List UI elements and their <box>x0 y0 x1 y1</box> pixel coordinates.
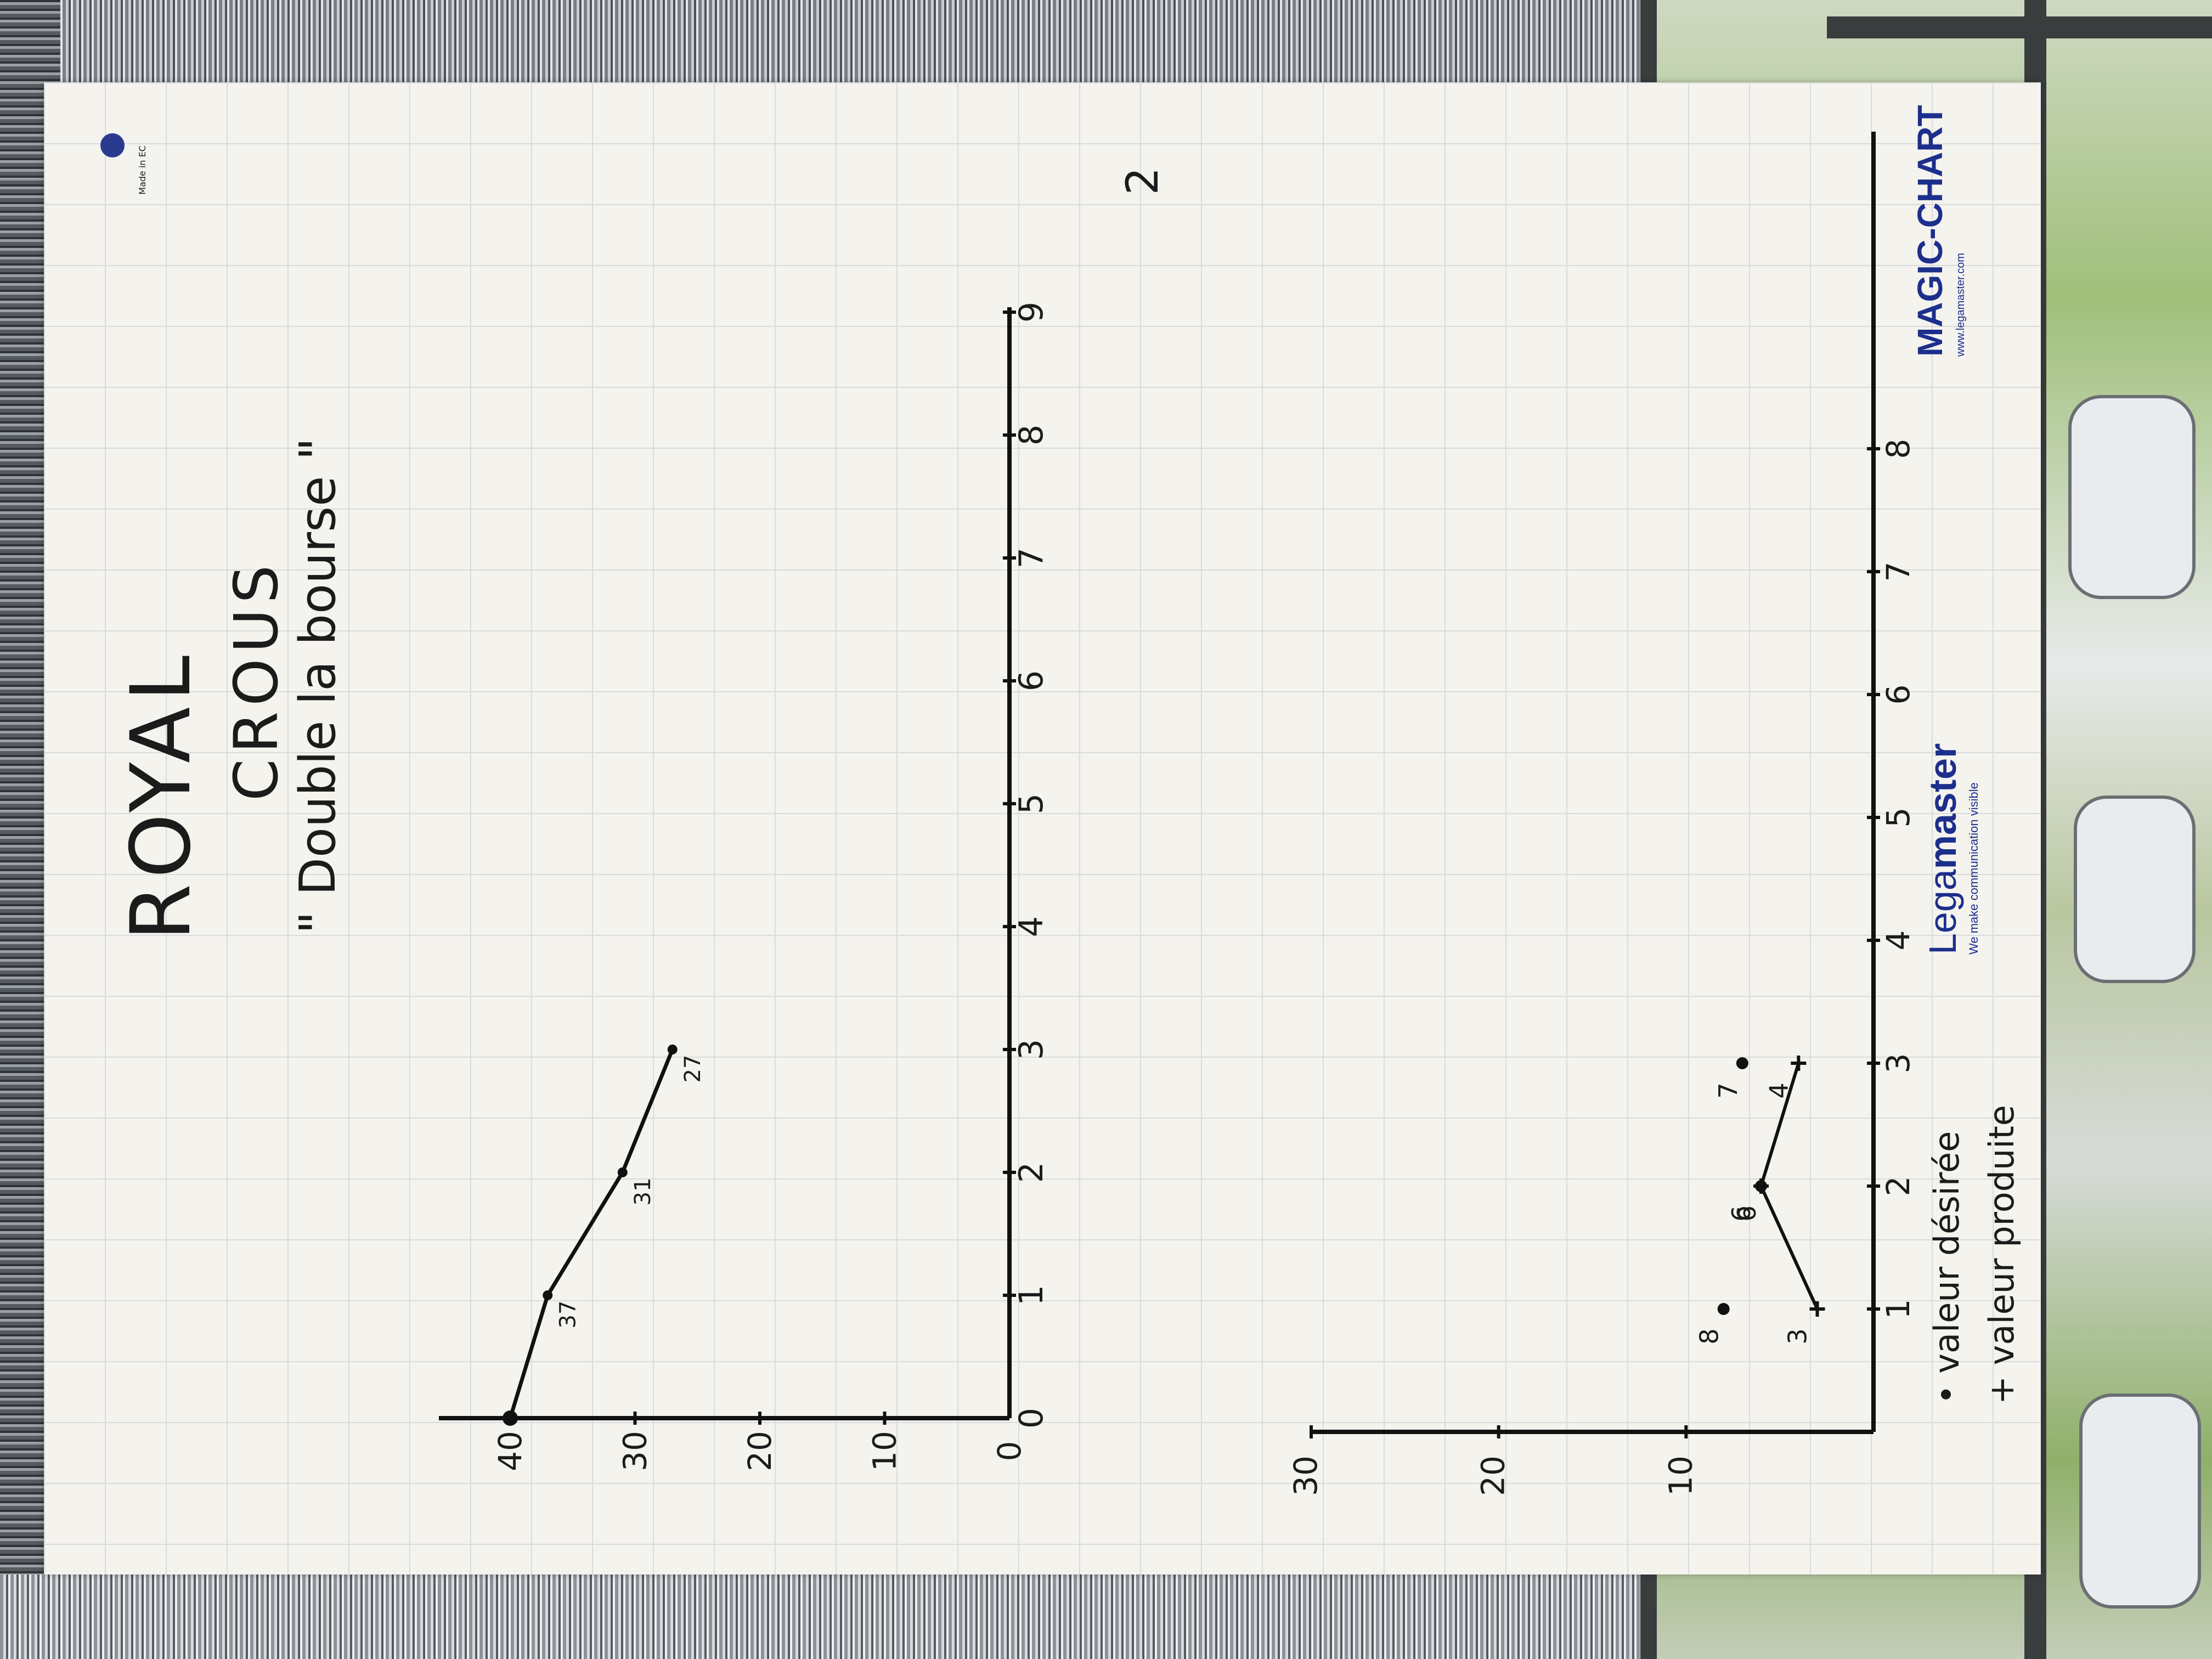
chart2-x-ticks: 1 2 3 4 5 6 7 8 <box>1867 439 1917 1319</box>
sheet-number: 2 <box>1117 167 1168 195</box>
parked-car <box>2068 395 2196 599</box>
chart1-x-tick-label: 6 <box>1012 670 1051 691</box>
subtitle: " Double la bourse " <box>289 438 347 934</box>
chart1-y-tick-label: 30 <box>617 1431 654 1471</box>
chart2-x-tick-label: 3 <box>1880 1053 1917 1074</box>
chart2-x-tick-label: 2 <box>1880 1176 1917 1197</box>
chart2-desired-label: 6 <box>1732 1205 1762 1221</box>
chart2-produced-point <box>1753 1178 1769 1194</box>
chart1-point <box>543 1290 553 1300</box>
chart1-x-tick-label: 8 <box>1012 425 1051 445</box>
chart2-produced-label: 4 <box>1764 1082 1793 1098</box>
title-crous: CROUS <box>221 560 291 801</box>
chart2-produced-line <box>1759 1063 1819 1310</box>
legend-produced: + valeur produite <box>1982 1105 2022 1404</box>
chart2-produced-point <box>1809 1301 1825 1317</box>
chart2-x-tick-label: 8 <box>1880 439 1917 459</box>
brand-logo: Legamaster We make communication visible… <box>1910 105 1980 955</box>
flipchart-sheet <box>44 82 2041 1575</box>
chart1-x-tick-label: 2 <box>1012 1162 1051 1183</box>
chart2-series: 8 6 7 3 6 4 <box>1695 1056 1825 1345</box>
parked-car <box>2079 1393 2201 1609</box>
window-blind-bottom <box>0 1575 1646 1659</box>
chart1-x-tick-label: 1 <box>1012 1285 1051 1306</box>
chart1-point <box>667 1045 678 1054</box>
made-in-text: Made in EC <box>137 145 148 195</box>
legend-desired: • valeur désirée <box>1927 1131 1967 1404</box>
chart2-desired-label: 8 <box>1695 1328 1724 1344</box>
chart2-desired-point <box>1717 1303 1730 1315</box>
chart1-data-label: 31 <box>630 1178 656 1206</box>
chart2-y-ticks: 10 20 30 <box>1287 1425 1699 1496</box>
chart2-y-tick-label: 30 <box>1287 1455 1324 1496</box>
window-blind-top <box>0 0 1646 93</box>
brand-url: www.legamaster.com <box>1955 253 1967 357</box>
chart2-produced-label: 3 <box>1783 1328 1813 1344</box>
chart1-y-tick-label: 0 <box>991 1441 1028 1462</box>
brand-tagline: We make communication visible <box>1967 782 1980 955</box>
chart2-y-tick-label: 20 <box>1475 1455 1512 1496</box>
chart1-point <box>503 1410 518 1426</box>
chart1-y-ticks: 0 10 20 30 40 <box>492 1412 1028 1471</box>
sheet-logo-icon <box>100 133 125 157</box>
chart1-y-tick-label: 10 <box>866 1431 904 1471</box>
chart1-x-tick-label: 0 <box>1012 1408 1051 1429</box>
chart1-y-tick-label: 40 <box>492 1431 529 1471</box>
chart1-line <box>508 1048 674 1419</box>
chart2-y-tick-label: 10 <box>1662 1455 1699 1496</box>
chart1-data-label: 27 <box>680 1055 706 1083</box>
svg-text:Legamaster: Legamaster <box>1921 743 1964 955</box>
parked-car <box>2074 795 2196 983</box>
brand-prefix: Lega <box>1921 869 1964 955</box>
title-royal: ROYAL <box>114 650 209 941</box>
chart1-data-label: 37 <box>555 1301 580 1329</box>
chart1-point <box>617 1167 628 1177</box>
chart2-x-tick-label: 7 <box>1880 562 1917 582</box>
chart2-produced-point <box>1791 1056 1807 1071</box>
brand-suffix: master <box>1921 743 1964 870</box>
chart2-x-tick-label: 6 <box>1880 685 1917 705</box>
chart2-axes <box>1311 132 1876 1434</box>
window-frame-top <box>1827 16 2212 38</box>
chart2-x-tick-label: 1 <box>1880 1299 1917 1319</box>
chart2-x-tick-label: 4 <box>1880 930 1917 951</box>
brand-product: MAGIC-CHART <box>1910 105 1950 357</box>
chart1-x-tick-label: 3 <box>1012 1039 1051 1060</box>
chart1-axes <box>439 307 1012 1420</box>
chart1-x-tick-label: 7 <box>1012 548 1051 568</box>
chart2-desired-point <box>1736 1057 1748 1069</box>
chart1-y-tick-label: 20 <box>741 1431 778 1471</box>
chart1-x-tick-label: 4 <box>1012 916 1051 937</box>
chart1-x-tick-label: 5 <box>1012 793 1051 814</box>
chart2-x-tick-label: 5 <box>1880 808 1917 828</box>
chart1-series: 37 31 27 <box>503 1045 706 1426</box>
chart1-x-tick-label: 9 <box>1012 302 1051 323</box>
chart1-x-ticks: 0 1 2 3 4 5 6 7 8 9 <box>1003 302 1051 1429</box>
chart2-produced-label: 6 <box>1726 1205 1756 1221</box>
chart2-desired-label: 7 <box>1713 1082 1743 1098</box>
